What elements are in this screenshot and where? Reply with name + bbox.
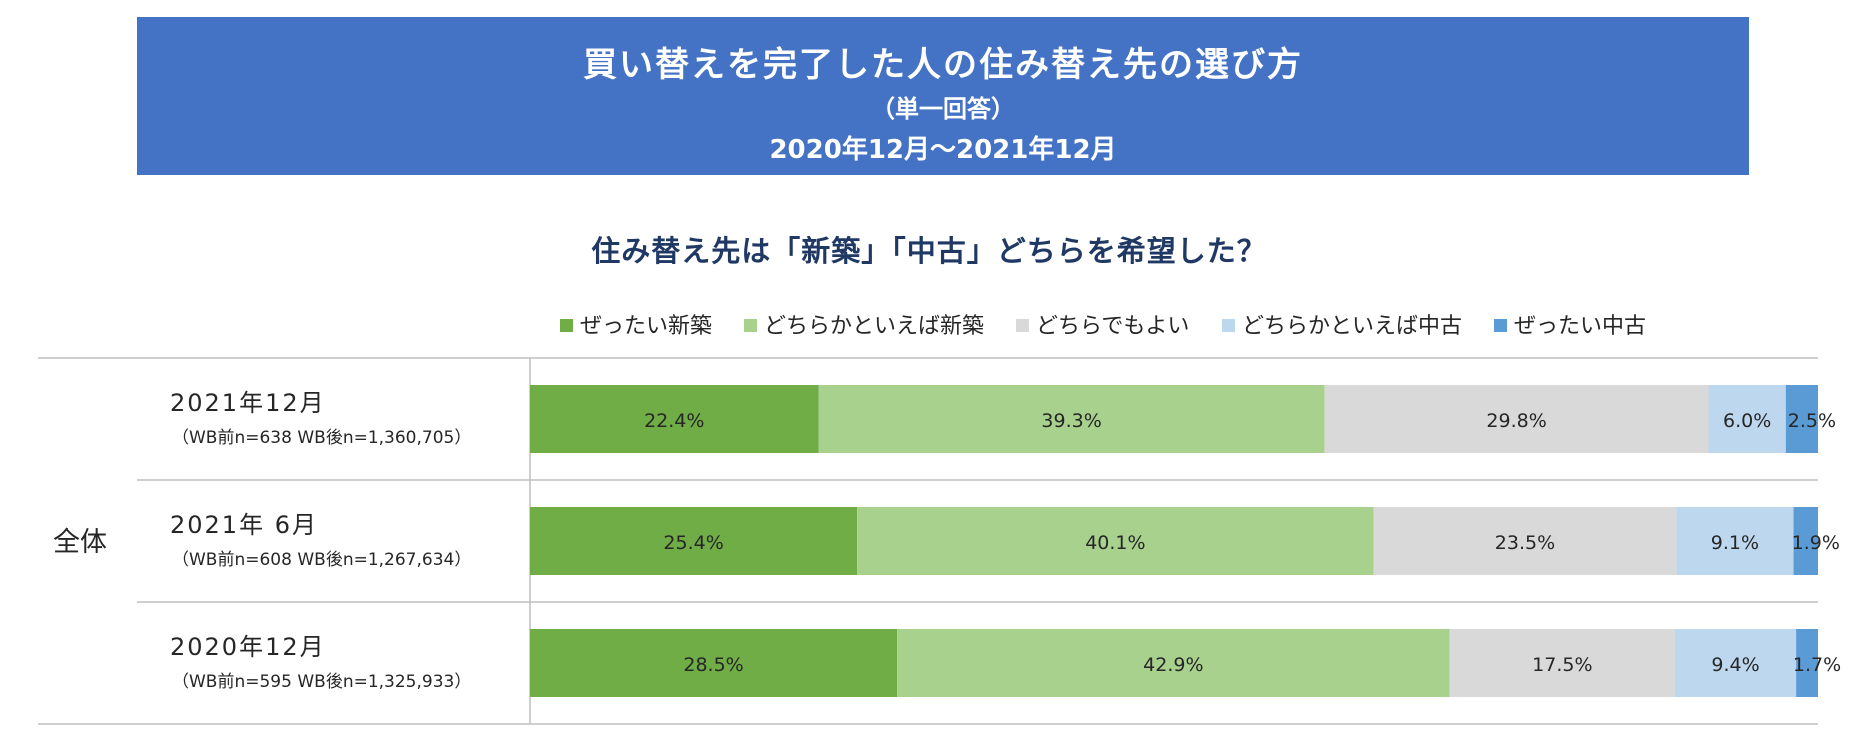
bar-segment [1796, 629, 1818, 697]
legend-swatch-4 [1222, 319, 1235, 332]
category-note: （WB前n=595 WB後n=1,325,933） [172, 672, 471, 692]
group-label: 全体 [53, 527, 107, 558]
legend-entry-2: どちらかといえば新築 [764, 314, 984, 339]
data-label: 39.3% [1041, 410, 1101, 432]
bar-segment [857, 507, 1374, 575]
header-banner: 買い替えを完了した人の住み替え先の選び方 （単一回答） 2020年12月～202… [137, 17, 1749, 175]
data-label: 23.5% [1495, 532, 1555, 554]
bar-segment [1793, 507, 1818, 575]
chart-title: 住み替え先は「新築」「中古」どちらを希望した？ [591, 234, 1267, 268]
legend-swatch-3 [1016, 319, 1029, 332]
data-label: 28.5% [683, 654, 743, 676]
header-title: 買い替えを完了した人の住み替え先の選び方 [583, 45, 1303, 85]
category-label: 2021年 6月 [170, 511, 318, 539]
category-label: 2020年12月 [170, 633, 326, 661]
data-label: 1.9% [1792, 532, 1840, 554]
data-label: 17.5% [1532, 654, 1592, 676]
data-label: 22.4% [644, 410, 704, 432]
bar-segment [1676, 507, 1794, 575]
data-label: 9.1% [1711, 532, 1759, 554]
bar-segment [530, 385, 819, 453]
data-label: 29.8% [1486, 410, 1546, 432]
bar-segment [1449, 629, 1676, 697]
legend-swatch-5 [1494, 319, 1507, 332]
data-label: 9.4% [1711, 654, 1759, 676]
bar-segment [530, 507, 858, 575]
header-subtitle: （単一回答） [871, 95, 1015, 123]
bar-segment [1708, 385, 1786, 453]
category-note: （WB前n=608 WB後n=1,267,634） [172, 550, 471, 570]
bar-segment [818, 385, 1325, 453]
bar-segment [897, 629, 1450, 697]
data-label: 25.4% [663, 532, 723, 554]
data-label: 2.5% [1788, 410, 1836, 432]
data-label: 1.7% [1793, 654, 1841, 676]
legend-entry-5: ぜったい中古 [1514, 314, 1646, 339]
category-note: （WB前n=638 WB後n=1,360,705） [172, 428, 471, 448]
bar-segment [1373, 507, 1677, 575]
bar-segment [1675, 629, 1797, 697]
header-period: 2020年12月～2021年12月 [769, 135, 1117, 165]
legend-entry-4: どちらかといえば中古 [1242, 314, 1462, 339]
bar-segment [1324, 385, 1709, 453]
legend-swatch-1 [560, 319, 573, 332]
bar-segment [530, 629, 898, 697]
bar-segment [1785, 385, 1818, 453]
legend-entry-3: どちらでもよい [1036, 314, 1189, 339]
legend-entry-1: ぜったい新築 [580, 314, 712, 339]
data-label: 42.9% [1143, 654, 1203, 676]
data-label: 6.0% [1723, 410, 1771, 432]
legend-swatch-2 [744, 319, 757, 332]
data-label: 40.1% [1085, 532, 1145, 554]
category-label: 2021年12月 [170, 389, 326, 417]
